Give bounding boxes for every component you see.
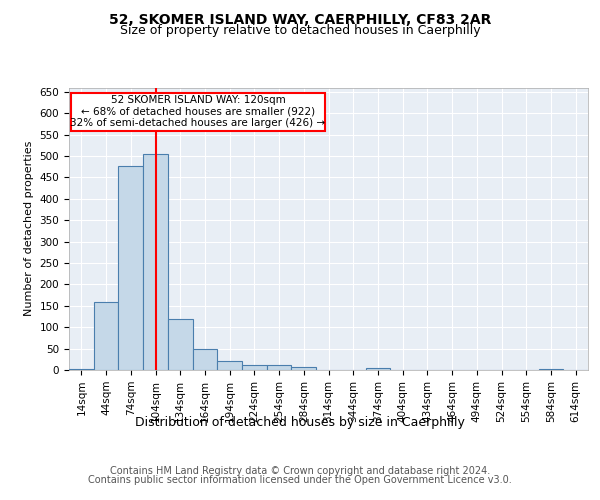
Bar: [94, 302, 118, 370]
Bar: [217, 360, 242, 370]
Bar: [242, 365, 267, 370]
Text: Size of property relative to detached houses in Caerphilly: Size of property relative to detached ho…: [119, 24, 481, 37]
Bar: [267, 365, 292, 370]
Text: 32% of semi-detached houses are larger (426) →: 32% of semi-detached houses are larger (…: [70, 118, 325, 128]
Y-axis label: Number of detached properties: Number of detached properties: [24, 141, 34, 316]
Bar: [539, 369, 563, 370]
FancyBboxPatch shape: [71, 92, 325, 131]
Text: Contains HM Land Registry data © Crown copyright and database right 2024.: Contains HM Land Registry data © Crown c…: [110, 466, 490, 476]
Text: Contains public sector information licensed under the Open Government Licence v3: Contains public sector information licen…: [88, 475, 512, 485]
Text: Distribution of detached houses by size in Caerphilly: Distribution of detached houses by size …: [135, 416, 465, 429]
Bar: [193, 348, 217, 370]
Bar: [365, 368, 390, 370]
Bar: [118, 166, 143, 370]
Bar: [292, 366, 316, 370]
Bar: [69, 369, 94, 370]
Text: ← 68% of detached houses are smaller (922): ← 68% of detached houses are smaller (92…: [81, 107, 315, 117]
Bar: [143, 154, 168, 370]
Text: 52, SKOMER ISLAND WAY, CAERPHILLY, CF83 2AR: 52, SKOMER ISLAND WAY, CAERPHILLY, CF83 …: [109, 12, 491, 26]
Bar: [168, 320, 193, 370]
Text: 52 SKOMER ISLAND WAY: 120sqm: 52 SKOMER ISLAND WAY: 120sqm: [110, 94, 286, 104]
